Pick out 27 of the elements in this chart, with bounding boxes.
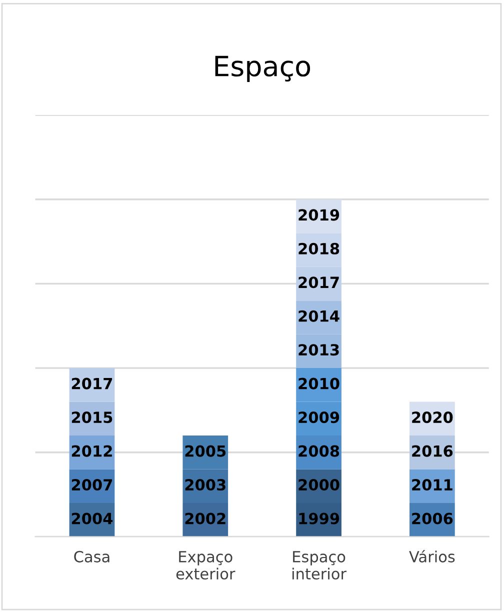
- annotation: 2003: [185, 479, 226, 491]
- annotation: 2009: [298, 412, 340, 424]
- annotation: 2010: [298, 378, 340, 390]
- x-tick-label: Expaço exterior: [176, 551, 236, 580]
- annotation: 2015: [72, 412, 112, 424]
- annotation: 2019: [298, 209, 340, 221]
- annotation: 2000: [298, 479, 340, 491]
- annotation: 2017: [298, 276, 339, 288]
- annotation: 2017: [72, 378, 112, 390]
- annotation: 2006: [412, 512, 453, 524]
- annotation: 2005: [185, 445, 226, 457]
- annotation: 2020: [412, 412, 453, 424]
- annotation: 2016: [412, 445, 453, 457]
- annotation: 2002: [185, 512, 226, 524]
- annotation: 2011: [412, 479, 452, 491]
- annotation: 2018: [298, 242, 340, 254]
- annotation: 2014: [298, 310, 340, 322]
- annotation: 2004: [72, 512, 113, 524]
- x-tick-label: Casa: [74, 550, 110, 562]
- annotation: 2008: [298, 445, 340, 457]
- annotation: 2012: [72, 445, 112, 457]
- x-tick-label: Espaço interior: [292, 551, 347, 580]
- chart-title: Espaço: [215, 56, 310, 82]
- x-tick-label: Vários: [409, 550, 455, 562]
- annotation: 2007: [72, 479, 112, 491]
- annotation: 1999: [299, 512, 340, 524]
- annotation: 2013: [298, 344, 339, 356]
